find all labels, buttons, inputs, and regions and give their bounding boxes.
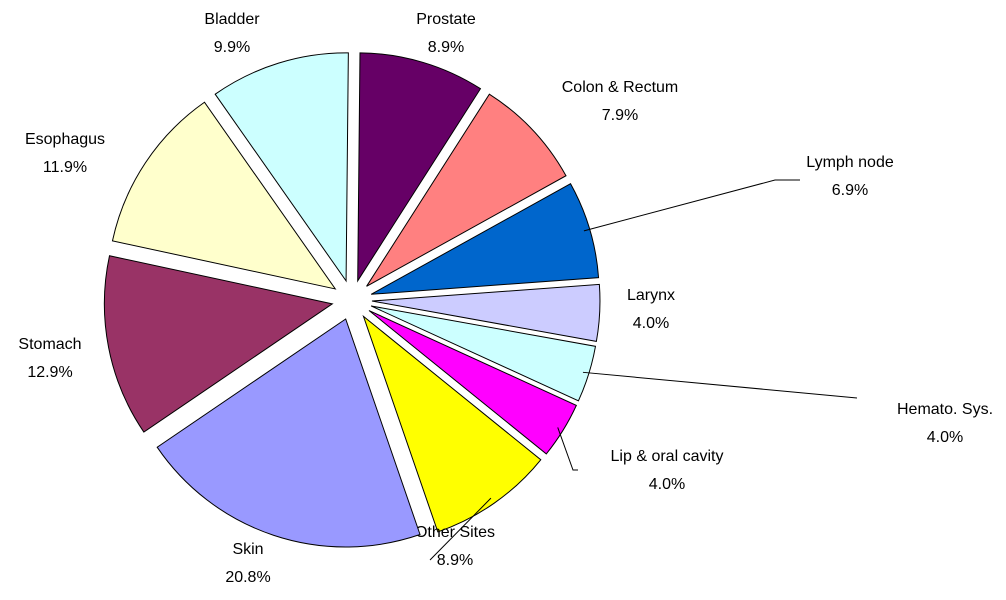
pie-slice bbox=[156, 318, 421, 548]
leader-line bbox=[582, 371, 858, 399]
slice-value-label: 20.8% bbox=[225, 569, 270, 586]
pie-slice bbox=[103, 255, 334, 433]
slice-value-label: 9.9% bbox=[214, 39, 250, 56]
slice-value-label: 4.0% bbox=[633, 315, 669, 332]
slice-value-label: 4.0% bbox=[927, 429, 963, 446]
slice-value-label: 4.0% bbox=[649, 476, 685, 493]
slice-label: Esophagus bbox=[25, 131, 105, 148]
slice-label: Other Sites bbox=[415, 524, 495, 541]
slice-label: Bladder bbox=[204, 11, 260, 28]
pie-slice bbox=[214, 52, 349, 283]
slice-value-label: 8.9% bbox=[437, 552, 473, 569]
slice-value-label: 12.9% bbox=[27, 364, 72, 381]
slice-label: Lymph node bbox=[806, 154, 894, 171]
leader-line bbox=[583, 179, 800, 232]
slice-value-label: 11.9% bbox=[43, 159, 87, 176]
pie-slice bbox=[371, 283, 601, 342]
pie-slice bbox=[368, 310, 578, 455]
slice-label: Lip & oral cavity bbox=[611, 448, 724, 465]
pie-slice bbox=[370, 305, 597, 402]
slice-value-label: 6.9% bbox=[832, 182, 868, 199]
slice-label: Prostate bbox=[416, 11, 476, 28]
slice-label: Larynx bbox=[627, 287, 675, 304]
slice-value-label: 7.9% bbox=[602, 107, 638, 124]
pie-slice bbox=[362, 314, 542, 533]
slice-label: Skin bbox=[232, 541, 263, 558]
pie-slice bbox=[366, 93, 567, 287]
pie-slice bbox=[357, 52, 482, 283]
slice-label: Hemato. Sys. bbox=[897, 401, 993, 418]
pie-slice bbox=[111, 101, 337, 290]
slice-value-label: 8.9% bbox=[428, 39, 464, 56]
leader-line bbox=[429, 497, 492, 561]
leader-line bbox=[557, 427, 578, 471]
slice-label: Colon & Rectum bbox=[562, 79, 679, 96]
slice-label: Stomach bbox=[18, 336, 81, 353]
